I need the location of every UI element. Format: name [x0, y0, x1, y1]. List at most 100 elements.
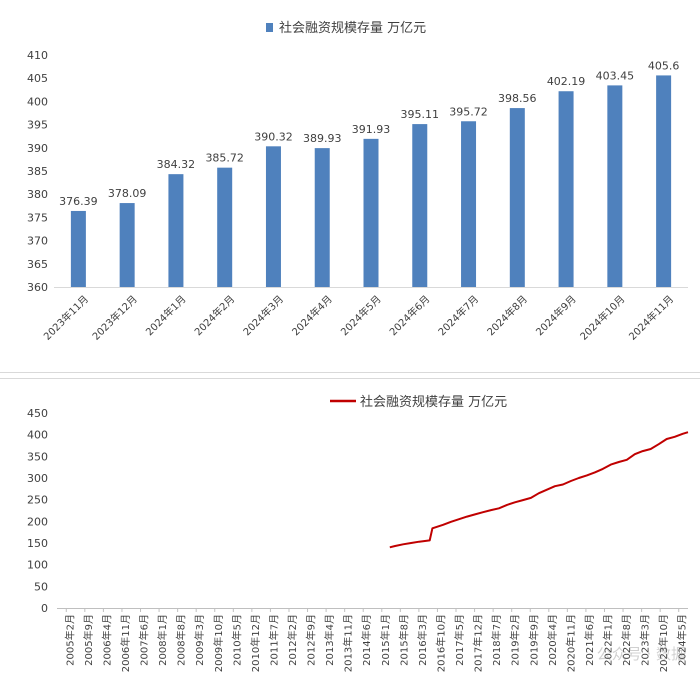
bar-value-label: 395.11	[401, 108, 440, 121]
x-tick-label: 2015年1月	[379, 614, 392, 666]
y-tick-label: 0	[41, 602, 48, 615]
x-tick-label: 2010年12月	[249, 614, 262, 672]
x-tick-label: 2022年8月	[620, 614, 633, 666]
y-tick-label: 360	[27, 281, 48, 294]
bar-value-label: 403.45	[596, 69, 635, 82]
x-tick-label: 2021年6月	[583, 614, 596, 666]
bar-value-label: 398.56	[498, 92, 537, 105]
legend-swatch	[266, 23, 273, 32]
y-tick-label: 50	[34, 580, 48, 593]
y-tick-label: 380	[27, 188, 48, 201]
y-tick-label: 400	[27, 429, 48, 442]
x-tick-label: 2019年2月	[509, 614, 522, 666]
bar	[656, 75, 672, 287]
bar-value-label: 384.32	[157, 158, 196, 171]
line-chart-panel: 社会融资规模存量 万亿元 0 50 100 150 200 250 300 350 400 450 2…	[0, 378, 700, 686]
x-tick-label: 2024年1月	[143, 292, 189, 338]
y-tick-label: 395	[27, 119, 48, 132]
series-line	[389, 431, 689, 549]
x-tick-label: 2016年3月	[416, 614, 429, 666]
watermark: 公众号 · 数据	[596, 645, 686, 663]
x-tick-label: 2024年3月	[240, 292, 286, 338]
y-tick-label: 100	[27, 559, 48, 572]
x-tick-label: 2024年2月	[192, 292, 238, 338]
x-tick-label: 2014年6月	[360, 614, 373, 666]
x-tick-label: 2013年11月	[342, 614, 355, 672]
bar-value-label: 395.72	[449, 105, 488, 118]
x-tick-label: 2024年11月	[626, 292, 676, 342]
x-tick-label: 2005年9月	[82, 614, 95, 666]
x-tick-label: 2009年3月	[193, 614, 206, 666]
x-tick-label: 2017年5月	[453, 614, 466, 666]
bar-value-label: 389.93	[303, 132, 342, 145]
bar-chart: 社会融资规模存量 万亿元 360 365 370 375 380 385 390 395 400 4…	[27, 20, 688, 343]
x-tick-label: 2016年10月	[434, 614, 447, 672]
bar	[314, 148, 330, 287]
y-tick-label: 390	[27, 142, 48, 155]
x-tick-label: 2012年9月	[305, 614, 318, 666]
x-tick-label: 2011年7月	[267, 614, 280, 666]
y-tick-label: 375	[27, 211, 48, 224]
bar	[412, 124, 428, 287]
y-tick-label: 200	[27, 515, 48, 528]
x-tick-label: 2008年8月	[175, 614, 188, 666]
x-tick-label: 2024年6月	[387, 292, 433, 338]
x-tick-label: 2005年2月	[63, 614, 76, 666]
bar	[168, 174, 184, 287]
x-tick-label: 2024年7月	[435, 292, 481, 338]
x-tick-label: 2023年12月	[89, 292, 139, 342]
x-tick-label: 2024年8月	[484, 292, 530, 338]
legend-label: 社会融资规模存量 万亿元	[360, 394, 507, 410]
bar-value-label: 405.6	[648, 59, 680, 72]
bar	[119, 203, 135, 287]
x-tick-label: 2017年12月	[472, 614, 485, 672]
x-tick-label: 2009年10月	[212, 614, 225, 672]
bar-value-label: 402.19	[547, 75, 586, 88]
bar	[558, 91, 574, 287]
x-tick-label: 2022年1月	[601, 614, 614, 666]
x-tick-label: 2013年4月	[323, 614, 336, 666]
y-tick-label: 400	[27, 95, 48, 108]
x-tick-label: 2024年5月	[676, 614, 689, 666]
bar-value-label: 376.39	[59, 195, 98, 208]
bar	[509, 108, 525, 287]
bar-value-label: 378.09	[108, 187, 147, 200]
bar	[217, 167, 233, 287]
y-tick-label: 365	[27, 258, 48, 271]
bar-chart-panel: 社会融资规模存量 万亿元 360 365 370 375 380 385 390 395 400 4…	[0, 20, 700, 373]
bar	[265, 146, 281, 287]
x-tick-label: 2024年9月	[533, 292, 579, 338]
bar	[461, 121, 477, 287]
y-tick-label: 410	[27, 49, 48, 62]
bar	[607, 85, 623, 287]
x-tick-label: 2010年5月	[230, 614, 243, 666]
x-tick-label: 2018年7月	[490, 614, 503, 666]
y-tick-label: 350	[27, 450, 48, 463]
y-tick-label: 300	[27, 472, 48, 485]
bar	[70, 210, 86, 287]
y-tick-label: 370	[27, 235, 48, 248]
bar-value-label: 391.93	[352, 123, 391, 136]
y-tick-label: 150	[27, 537, 48, 550]
x-tick-label: 2020年4月	[546, 614, 559, 666]
x-tick-label: 2019年9月	[527, 614, 540, 666]
x-tick-label: 2023年3月	[639, 614, 652, 666]
x-tick-label: 2024年10月	[577, 292, 627, 342]
legend-label: 社会融资规模存量 万亿元	[279, 20, 426, 36]
x-tick-label: 2008年1月	[156, 614, 169, 666]
x-tick-label: 2023年10月	[657, 614, 670, 672]
x-tick-label: 2024年4月	[289, 292, 335, 338]
bar-value-label: 385.72	[205, 152, 244, 165]
x-tick-label: 2006年4月	[100, 614, 113, 666]
x-tick-label: 2015年8月	[397, 614, 410, 666]
y-tick-label: 405	[27, 72, 48, 85]
y-tick-label: 250	[27, 494, 48, 507]
x-tick-label: 2007年6月	[138, 614, 151, 666]
line-chart: 社会融资规模存量 万亿元 0 50 100 150 200 250 300 350 400 450 2…	[27, 394, 689, 672]
bar	[363, 138, 379, 287]
x-tick-label: 2020年11月	[564, 614, 577, 672]
x-tick-label: 2006年11月	[119, 614, 132, 672]
x-tick-label: 2024年5月	[338, 292, 384, 338]
x-tick-label: 2023年11月	[41, 292, 91, 342]
y-tick-label: 385	[27, 165, 48, 178]
